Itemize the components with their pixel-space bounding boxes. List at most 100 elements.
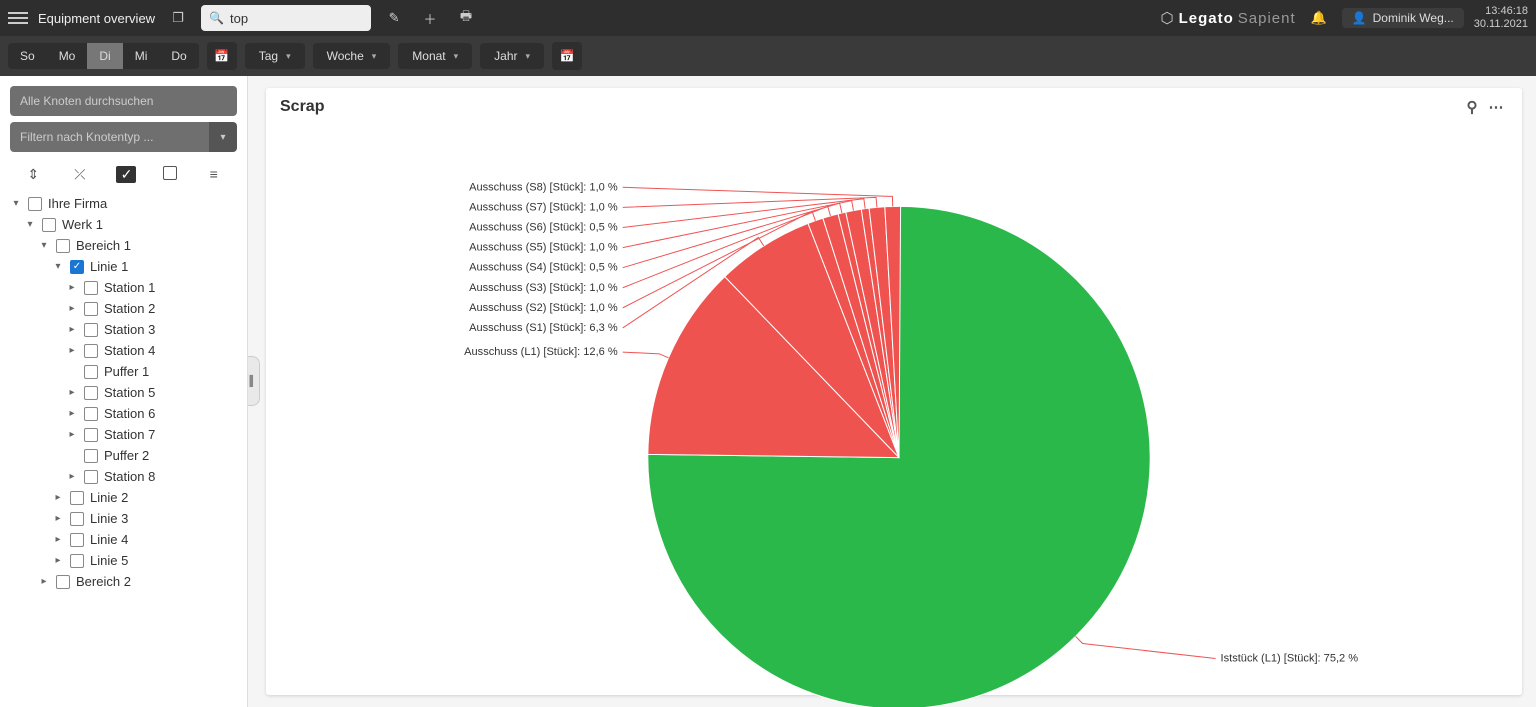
expand-icon[interactable]: ▸ [52, 534, 64, 545]
tree-checkbox[interactable] [84, 302, 98, 316]
uncheck-all-icon[interactable] [163, 166, 177, 180]
tree-checkbox[interactable] [56, 239, 70, 253]
tree-checkbox[interactable] [70, 554, 84, 568]
tree-label: Station 4 [104, 343, 155, 358]
more-icon[interactable]: ⋯ [1484, 98, 1508, 116]
tree-search-input[interactable] [10, 86, 237, 116]
range-Monat[interactable]: Monat▾ [398, 43, 472, 69]
bell-icon[interactable]: 🔔 [1306, 5, 1332, 31]
expand-icon[interactable]: ▾ [38, 240, 50, 251]
tree-label: Station 8 [104, 469, 155, 484]
weekday-So[interactable]: So [8, 43, 47, 69]
sort-icon[interactable]: ≡ [204, 166, 224, 183]
tree-checkbox[interactable] [84, 365, 98, 379]
tree-node[interactable]: ▸ Station 3 [10, 319, 237, 340]
menu-icon[interactable] [8, 12, 28, 24]
tree-node[interactable]: ▾ ✓ Linie 1 [10, 256, 237, 277]
check-all-icon[interactable]: ✓ [116, 166, 136, 183]
card-title: Scrap [280, 98, 324, 116]
pie-label: Ausschuss (S2) [Stück]: 1,0 % [469, 302, 618, 314]
time-toolbar: SoMoDiMiDo 📅 Tag▾ Woche▾ Monat▾ Jahr▾ 📅 [0, 36, 1536, 76]
expand-icon[interactable]: ▾ [52, 261, 64, 272]
tree-node[interactable]: ▾Werk 1 [10, 214, 237, 235]
calendar-icon-1[interactable]: 📅 [207, 42, 237, 70]
tree-checkbox[interactable] [84, 407, 98, 421]
range-Tag[interactable]: Tag▾ [245, 43, 305, 69]
tree-checkbox[interactable] [84, 281, 98, 295]
expand-icon[interactable]: ▸ [66, 324, 78, 335]
topbar: Equipment overview ❐ 🔍 ✎ ＋ 🖶 ⬡ Legato Sa… [0, 0, 1536, 36]
tree-checkbox[interactable] [70, 512, 84, 526]
tree-node[interactable]: ▾Ihre Firma [10, 193, 237, 214]
search-input[interactable] [230, 11, 363, 26]
range-Jahr[interactable]: Jahr▾ [480, 43, 544, 69]
tree-node[interactable]: Puffer 2 [10, 445, 237, 466]
search-box[interactable]: 🔍 [201, 5, 371, 31]
expand-icon[interactable]: ▸ [66, 429, 78, 440]
tree-label: Station 3 [104, 322, 155, 337]
expand-icon[interactable]: ▸ [66, 387, 78, 398]
tree-node[interactable]: ▸ Station 7 [10, 424, 237, 445]
edit-icon[interactable]: ✎ [381, 5, 407, 31]
calendar-icon-2[interactable]: 📅 [552, 42, 582, 70]
page-title: Equipment overview [38, 11, 155, 26]
filter-icon[interactable]: ⚲ [1460, 98, 1484, 116]
tree-checkbox[interactable] [56, 575, 70, 589]
expand-icon[interactable]: ▸ [66, 303, 78, 314]
tree-node[interactable]: Puffer 1 [10, 361, 237, 382]
tree-node[interactable]: ▸Station 5 [10, 382, 237, 403]
tree-node[interactable]: ▸ Station 4 [10, 340, 237, 361]
tree-node[interactable]: ▸ Station 8 [10, 466, 237, 487]
tree-checkbox[interactable] [70, 491, 84, 505]
weekday-Mi[interactable]: Mi [123, 43, 160, 69]
tree-node[interactable]: ▸Station 1 [10, 277, 237, 298]
pie-label: Ausschuss (S5) [Stück]: 1,0 % [469, 242, 618, 254]
tree-filter-input[interactable] [10, 122, 209, 152]
expand-icon[interactable]: ▸ [66, 345, 78, 356]
tree-node[interactable]: ▾Bereich 1 [10, 235, 237, 256]
expand-icon[interactable]: ▸ [66, 471, 78, 482]
copy-icon[interactable]: ❐ [165, 5, 191, 31]
tree-checkbox[interactable] [84, 470, 98, 484]
tree-node[interactable]: ▸ Station 6 [10, 403, 237, 424]
tree-checkbox[interactable] [28, 197, 42, 211]
print-icon[interactable]: 🖶 [453, 5, 479, 31]
weekday-Di[interactable]: Di [87, 43, 122, 69]
tree-checkbox[interactable] [84, 386, 98, 400]
tree-node[interactable]: ▸Linie 3 [10, 508, 237, 529]
tree-node[interactable]: ▸Linie 5 [10, 550, 237, 571]
expand-icon[interactable]: ▸ [52, 513, 64, 524]
expand-icon[interactable]: ▾ [10, 198, 22, 209]
tree-node[interactable]: ▸Linie 2 [10, 487, 237, 508]
tree-checkbox[interactable] [84, 344, 98, 358]
tree-checkbox[interactable] [70, 533, 84, 547]
tree-checkbox[interactable]: ✓ [70, 260, 84, 274]
sidebar-collapse-handle[interactable]: ▌ [248, 356, 260, 406]
expand-icon[interactable]: ▸ [38, 576, 50, 587]
weekday-Do[interactable]: Do [159, 43, 198, 69]
add-icon[interactable]: ＋ [417, 5, 443, 31]
filter-dropdown-icon[interactable]: ▾ [209, 122, 237, 152]
tree-checkbox[interactable] [84, 449, 98, 463]
expand-icon[interactable]: ▸ [52, 555, 64, 566]
tree-label: Station 6 [104, 406, 155, 421]
expand-icon[interactable]: ▸ [52, 492, 64, 503]
tree-label: Station 7 [104, 427, 155, 442]
tree-node[interactable]: ▸Linie 4 [10, 529, 237, 550]
tree-node[interactable]: ▸Station 2 [10, 298, 237, 319]
collapse-all-icon[interactable]: ⤫ [70, 166, 90, 183]
pie-label: Ausschuss (S4) [Stück]: 0,5 % [469, 262, 618, 274]
expand-icon[interactable]: ▸ [66, 282, 78, 293]
tree-checkbox[interactable] [84, 428, 98, 442]
logo-light: Sapient [1238, 10, 1296, 27]
tree-node[interactable]: ▸Bereich 2 [10, 571, 237, 592]
tree-checkbox[interactable] [84, 323, 98, 337]
weekday-Mo[interactable]: Mo [47, 43, 88, 69]
range-Woche[interactable]: Woche▾ [313, 43, 391, 69]
expand-icon[interactable]: ▸ [66, 408, 78, 419]
tree-checkbox[interactable] [42, 218, 56, 232]
expand-all-icon[interactable]: ⇕ [23, 166, 43, 183]
tree-label: Linie 1 [90, 259, 128, 274]
user-chip[interactable]: 👤 Dominik Weg... [1342, 8, 1464, 28]
expand-icon[interactable]: ▾ [24, 219, 36, 230]
